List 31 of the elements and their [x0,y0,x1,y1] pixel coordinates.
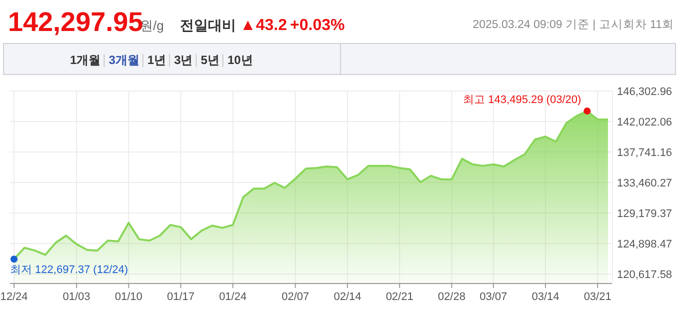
x-tick-label: 02/28 [438,291,466,303]
x-tick-label: 02/21 [386,291,414,303]
y-tick-label: 142,022.06 [617,116,672,128]
text: 3개월 [108,53,140,67]
y-tick-label: 137,741.16 [617,146,672,159]
y-tick-label: 124,898.47 [617,238,672,250]
text: 10년 [227,53,253,67]
x-tick-label: 01/24 [219,291,247,303]
annotation: 최저 122,697.37 (12/24) [10,264,128,276]
text: 3년 [174,53,193,67]
x-tick-label: 01/17 [166,291,194,303]
text: 2025.03.24 09:09 기준 | 고시회차 11회 [472,19,674,31]
text: ▲43.2 [240,17,288,34]
x-tick-label: 02/07 [282,291,310,303]
y-tick-label: 146,302.96 [617,86,672,98]
y-tick-label: 120,617.58 [617,268,672,281]
x-tick-label: 03/14 [532,291,560,303]
text: 5년 [200,53,220,67]
text: 1년 [147,53,166,67]
text: +0.03% [290,17,345,34]
x-tick-label: 02/14 [334,291,362,303]
x-tick-label: 01/10 [114,291,142,303]
y-tick-label: 133,460.27 [617,177,672,190]
y-tick-label: 129,179.37 [617,208,672,220]
annotation: 최고 143,495.29 (03/20) [463,94,582,106]
x-tick-label: 03/07 [480,291,508,303]
x-tick-label: 01/03 [62,291,90,303]
x-tick-label: 12/24 [0,291,28,303]
text: 전일대비 [180,17,236,33]
x-tick-label: 03/21 [584,291,612,303]
text: 1개월 [70,53,101,67]
